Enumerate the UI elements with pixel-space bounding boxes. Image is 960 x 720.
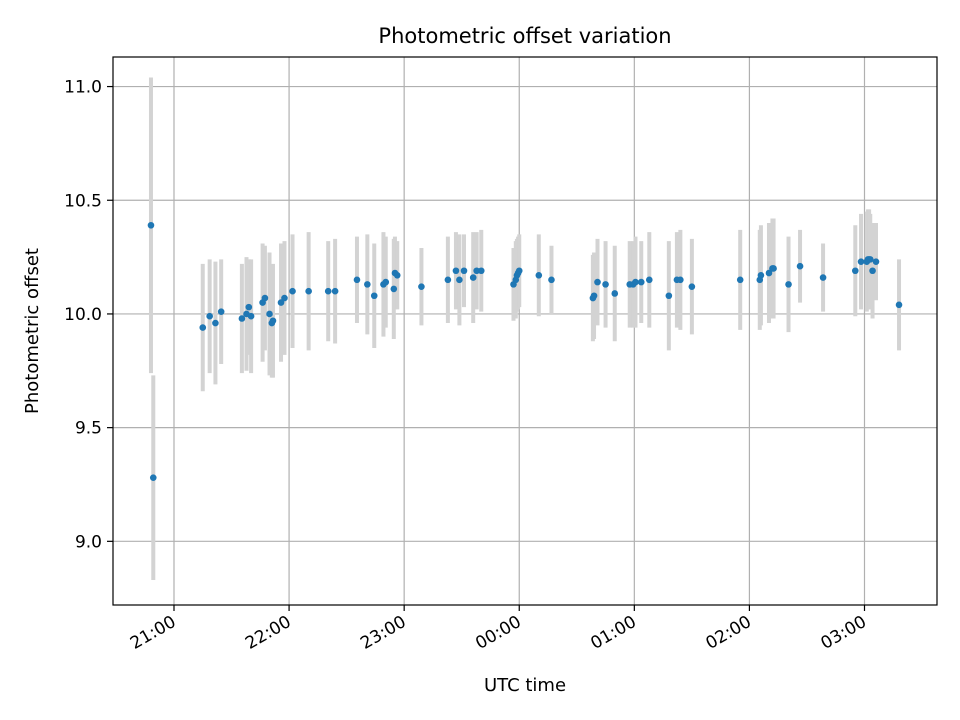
data-point xyxy=(238,315,246,322)
data-point xyxy=(390,285,398,293)
data-point xyxy=(206,312,213,320)
data-point xyxy=(469,274,477,281)
data-point xyxy=(305,287,312,295)
data-points xyxy=(147,221,903,481)
data-point xyxy=(765,269,773,277)
data-point xyxy=(266,310,273,318)
data-point xyxy=(199,324,207,331)
data-point xyxy=(212,319,219,327)
data-point xyxy=(602,281,609,288)
data-point xyxy=(857,258,865,265)
data-point xyxy=(477,267,485,275)
data-point xyxy=(331,287,339,295)
data-point xyxy=(866,256,874,263)
data-point xyxy=(370,292,378,300)
data-point xyxy=(277,299,285,306)
y-axis: 9.0 9.5 10.0 10.5 11.0 xyxy=(64,78,113,552)
data-point xyxy=(895,301,903,309)
data-point xyxy=(872,258,880,265)
data-point xyxy=(261,294,269,302)
data-point xyxy=(688,283,696,290)
data-point xyxy=(444,276,452,284)
data-point xyxy=(324,287,332,295)
data-point xyxy=(452,267,460,275)
data-point xyxy=(665,292,673,300)
data-point xyxy=(590,292,598,300)
data-point xyxy=(632,278,639,286)
data-point xyxy=(869,267,876,275)
y-tick-label: 11.0 xyxy=(64,78,102,98)
grid xyxy=(113,57,937,605)
data-point xyxy=(611,290,619,297)
data-point xyxy=(548,276,555,284)
data-point xyxy=(785,281,792,288)
data-point xyxy=(770,265,777,272)
data-point xyxy=(353,276,361,284)
data-point xyxy=(637,278,645,286)
data-point xyxy=(677,276,684,284)
data-point xyxy=(393,271,401,279)
data-point xyxy=(149,474,157,481)
data-point xyxy=(515,267,523,275)
data-point xyxy=(147,221,155,229)
data-point xyxy=(594,278,601,286)
chart-title: Photometric offset variation xyxy=(378,24,671,48)
data-point xyxy=(418,283,425,290)
data-point xyxy=(460,267,468,275)
data-point xyxy=(269,317,277,325)
data-point xyxy=(535,271,543,279)
data-point xyxy=(382,278,390,286)
y-tick-label: 9.5 xyxy=(75,419,102,439)
y-tick-label: 10.5 xyxy=(64,191,102,211)
x-axis-label: UTC time xyxy=(484,675,566,696)
data-point xyxy=(281,294,288,302)
data-point xyxy=(289,287,296,295)
data-point xyxy=(645,276,653,284)
y-tick-label: 9.0 xyxy=(75,532,102,552)
data-point xyxy=(796,262,804,270)
data-point xyxy=(757,271,765,279)
data-point xyxy=(819,274,827,281)
data-point xyxy=(473,267,480,275)
data-point xyxy=(247,312,255,320)
data-point xyxy=(245,303,253,311)
plot-frame xyxy=(112,56,938,606)
data-point xyxy=(456,276,463,284)
data-point xyxy=(736,276,744,284)
y-axis-label: Photometric offset xyxy=(22,248,43,414)
data-point xyxy=(851,267,859,275)
data-point xyxy=(364,281,371,288)
data-point xyxy=(217,308,225,315)
y-tick-label: 10.0 xyxy=(64,305,102,325)
